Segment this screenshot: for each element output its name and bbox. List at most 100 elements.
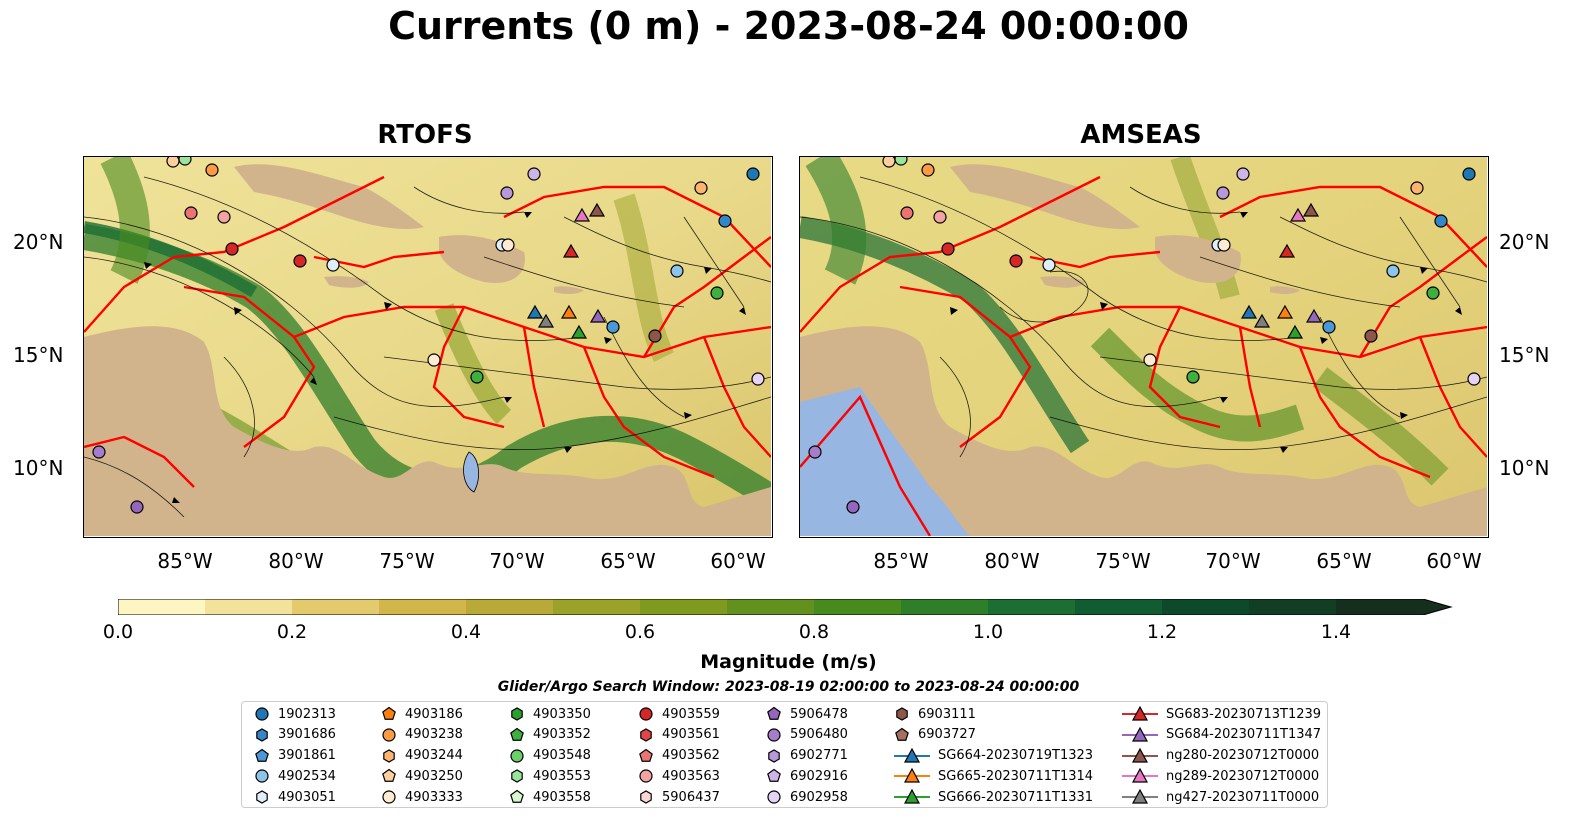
colorbar-segment (1075, 599, 1163, 615)
pentagon-marker-icon (767, 706, 781, 720)
current-band (100, 157, 150, 284)
colorbar-segment (640, 599, 728, 615)
land-jamaica (1040, 276, 1085, 288)
glider-markers (1240, 202, 1323, 339)
triangle-line-marker-icon (894, 768, 930, 783)
land-south-america (84, 326, 771, 536)
lat-label-left: 20°N (13, 230, 64, 254)
legend-label: 1902313 (278, 706, 336, 722)
map-amseas-canvas (800, 157, 1487, 536)
legend-label: 4903333 (405, 789, 463, 805)
legend-label: SG684-20230711T1347 (1166, 727, 1322, 743)
legend-item: 4903238 (379, 725, 463, 745)
legend-label: SG665-20230711T1314 (938, 768, 1094, 784)
legend-item: 4903051 (252, 787, 336, 807)
hexagon-marker-icon (511, 769, 523, 784)
legend-label: 4903250 (405, 768, 463, 784)
circle-marker-icon (639, 769, 653, 783)
pentagon-marker-icon (895, 727, 909, 741)
colorbar-gradient (117, 598, 1453, 616)
legend-item: SG665-20230711T1314 (892, 766, 1093, 786)
legend-item: 4903186 (379, 704, 463, 724)
pentagon-marker-icon (767, 769, 781, 783)
circle-marker-icon (382, 728, 396, 742)
lat-label-right: 10°N (1499, 456, 1550, 480)
colorbar-tick-label: 1.0 (972, 621, 1004, 643)
legend-item: 6903727 (892, 725, 976, 745)
land-jamaica (324, 276, 369, 288)
colorbar-segment (466, 599, 554, 615)
hexagon-marker-icon (256, 728, 268, 742)
legend-item: 5906478 (764, 704, 848, 724)
legend-item: 4903561 (636, 725, 720, 745)
legend-label: 4903561 (662, 727, 720, 743)
legend-item: 4903350 (507, 704, 591, 724)
colorbar-segment (1249, 599, 1337, 615)
legend-label: 4902534 (278, 768, 336, 784)
lat-label-right: 15°N (1499, 343, 1550, 367)
hexagon-marker-icon (256, 790, 268, 804)
float-markers (808, 157, 1481, 514)
legend-label: 5906478 (790, 706, 848, 722)
legend-label: SG664-20230719T1323 (938, 748, 1094, 764)
hexagon-marker-icon (511, 707, 523, 721)
legend-label: 4903051 (278, 789, 336, 805)
legend-item: 3901861 (252, 746, 336, 766)
panel-title-amseas: AMSEAS (1080, 120, 1202, 150)
legend-item: 4903553 (507, 766, 591, 786)
current-band (613, 193, 674, 362)
eez-boundaries (84, 175, 771, 488)
colorbar-segment (292, 599, 380, 615)
land-cuba (234, 164, 424, 229)
legend-label: SG666-20230711T1331 (938, 789, 1094, 805)
lon-label: 75°W (1095, 549, 1151, 573)
map-rtofs[interactable] (83, 156, 773, 538)
current-band (1312, 367, 1449, 486)
lon-label: 60°W (1426, 549, 1482, 573)
colorbar-tick-label: 0.0 (102, 621, 134, 643)
lon-label: 85°W (157, 549, 213, 573)
legend-item: SG666-20230711T1331 (892, 787, 1093, 807)
eez-boundaries (800, 175, 1487, 536)
map-amseas[interactable] (799, 156, 1489, 538)
circle-marker-icon (255, 707, 269, 721)
legend-item: SG684-20230711T1347 (1120, 725, 1321, 745)
legend-item: 4903548 (507, 746, 591, 766)
legend-label: 4903350 (533, 706, 591, 722)
triangle-line-marker-icon (1122, 726, 1158, 742)
legend-item: 4903558 (507, 787, 591, 807)
colorbar-segment (1336, 599, 1424, 615)
circle-marker-icon (767, 728, 781, 742)
legend-item: 6902916 (764, 766, 848, 786)
lake-maracaibo (463, 451, 479, 493)
colorbar-tick-label: 0.4 (450, 621, 482, 643)
colorbar-extend-arrow (1423, 599, 1451, 615)
legend-label: 5906437 (662, 789, 720, 805)
legend-label: SG683-20230713T1239 (1166, 706, 1322, 722)
map-rtofs-canvas (84, 157, 771, 536)
land-central-america (84, 387, 274, 536)
lon-label: 80°W (984, 549, 1040, 573)
legend-label: 6902958 (790, 789, 848, 805)
legend-label: 6902916 (790, 768, 848, 784)
triangle-line-marker-icon (894, 747, 930, 763)
lat-label-right: 20°N (1499, 230, 1550, 254)
hexagon-marker-icon (640, 790, 652, 804)
pacific-mask (800, 387, 970, 536)
legend-item: 6903111 (892, 704, 976, 724)
legend-item: 4903562 (636, 746, 720, 766)
colorbar-tick-label: 0.2 (276, 621, 308, 643)
circle-marker-icon (639, 707, 653, 721)
legend-item: SG664-20230719T1323 (892, 746, 1093, 766)
land-puerto-rico (1270, 286, 1300, 295)
legend-item: 4903352 (507, 725, 591, 745)
circle-marker-icon (255, 769, 269, 783)
triangle-line-marker-icon (1122, 747, 1158, 763)
colorbar-label: Magnitude (m/s) (700, 651, 877, 673)
legend-item: 4902534 (252, 766, 336, 786)
circle-marker-icon (382, 790, 396, 804)
colorbar-segment (901, 599, 989, 615)
legend-item: 1902313 (252, 704, 336, 724)
land-puerto-rico (554, 286, 584, 295)
panel-title-rtofs: RTOFS (377, 120, 473, 150)
